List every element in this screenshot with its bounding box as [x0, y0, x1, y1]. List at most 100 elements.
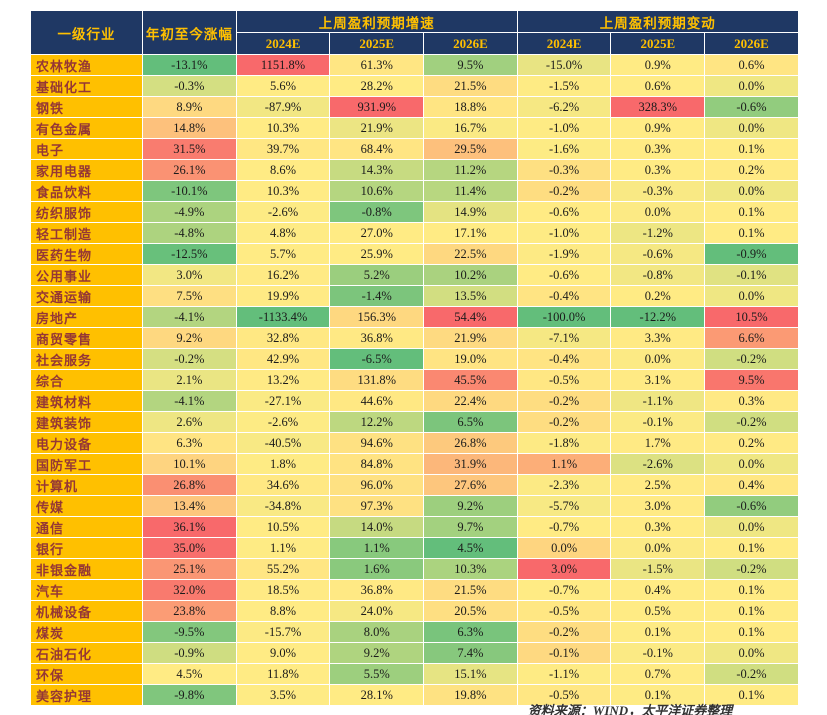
value-cell: 39.7%	[235, 138, 331, 160]
header-year-change-2026e: 2026E	[704, 32, 799, 55]
value-cell: -6.5%	[329, 348, 425, 370]
industry-name-cell: 综合	[30, 369, 143, 391]
table-row: 建筑材料 -4.1% -27.1% 44.6% 22.4% -0.2% -1.1% 0.3%	[30, 390, 799, 412]
table-row: 非银金融 25.1% 55.2% 1.6% 10.3% 3.0% -1.5% -0.2%	[30, 558, 799, 580]
value-cell: 19.9%	[235, 285, 331, 307]
value-cell: 3.0%	[142, 264, 237, 286]
value-cell: 0.2%	[704, 159, 799, 181]
industry-name-cell: 环保	[30, 663, 143, 685]
value-cell: -0.9%	[704, 243, 799, 265]
table-row: 家用电器 26.1% 8.6% 14.3% 11.2% -0.3% 0.3% 0.2%	[30, 159, 799, 181]
industry-name-cell: 农林牧渔	[30, 54, 143, 76]
value-cell: 1.8%	[235, 453, 331, 475]
value-cell: -12.2%	[610, 306, 706, 328]
value-cell: 26.8%	[142, 474, 237, 496]
value-cell: 5.2%	[329, 264, 425, 286]
table-row: 美容护理 -9.8% 3.5% 28.1% 19.8% -0.5% 0.1% 0.1%	[30, 684, 799, 706]
value-cell: 3.1%	[610, 369, 706, 391]
value-cell: 14.3%	[329, 159, 425, 181]
value-cell: 3.5%	[235, 684, 331, 706]
value-cell: -0.3%	[142, 75, 237, 97]
value-cell: 21.9%	[329, 117, 425, 139]
value-cell: -0.1%	[704, 264, 799, 286]
value-cell: 0.1%	[610, 621, 706, 643]
value-cell: -2.6%	[235, 411, 331, 433]
value-cell: 0.0%	[704, 180, 799, 202]
value-cell: 0.7%	[610, 663, 706, 685]
value-cell: 22.4%	[423, 390, 518, 412]
value-cell: 27.6%	[423, 474, 518, 496]
value-cell: -1.1%	[610, 390, 706, 412]
value-cell: 0.1%	[610, 684, 706, 706]
value-cell: 14.8%	[142, 117, 237, 139]
value-cell: -2.3%	[516, 474, 612, 496]
table-row: 公用事业 3.0% 16.2% 5.2% 10.2% -0.6% -0.8% -0.1%	[30, 264, 799, 286]
industry-name-cell: 石油石化	[30, 642, 143, 664]
value-cell: -0.1%	[516, 642, 612, 664]
value-cell: 0.3%	[704, 390, 799, 412]
industry-name-cell: 计算机	[30, 474, 143, 496]
value-cell: -12.5%	[142, 243, 237, 265]
value-cell: 8.6%	[235, 159, 331, 181]
value-cell: -0.6%	[704, 96, 799, 118]
industry-name-cell: 汽车	[30, 579, 143, 601]
value-cell: 9.5%	[704, 369, 799, 391]
value-cell: 34.6%	[235, 474, 331, 496]
table-row: 基础化工 -0.3% 5.6% 28.2% 21.5% -1.5% 0.6% 0.0%	[30, 75, 799, 97]
value-cell: 131.8%	[329, 369, 425, 391]
industry-name-cell: 轻工制造	[30, 222, 143, 244]
value-cell: -0.3%	[610, 180, 706, 202]
value-cell: 328.3%	[610, 96, 706, 118]
table-row: 石油石化 -0.9% 9.0% 9.2% 7.4% -0.1% -0.1% 0.0%	[30, 642, 799, 664]
value-cell: -87.9%	[235, 96, 331, 118]
value-cell: -9.8%	[142, 684, 237, 706]
table-row: 医药生物 -12.5% 5.7% 25.9% 22.5% -1.9% -0.6% -0.9%	[30, 243, 799, 265]
value-cell: 0.4%	[610, 579, 706, 601]
value-cell: -1.4%	[329, 285, 425, 307]
value-cell: 17.1%	[423, 222, 518, 244]
industry-name-cell: 银行	[30, 537, 143, 559]
table-row: 交通运输 7.5% 19.9% -1.4% 13.5% -0.4% 0.2% 0.0%	[30, 285, 799, 307]
industry-name-cell: 美容护理	[30, 684, 143, 706]
table-row: 建筑装饰 2.6% -2.6% 12.2% 6.5% -0.2% -0.1% -0.2%	[30, 411, 799, 433]
value-cell: -0.2%	[516, 180, 612, 202]
table-header: 一级行业 年初至今涨幅 上周盈利预期增速 上周盈利预期变动 2024E 2025…	[30, 10, 799, 55]
value-cell: 25.1%	[142, 558, 237, 580]
value-cell: 26.8%	[423, 432, 518, 454]
industry-name-cell: 医药生物	[30, 243, 143, 265]
value-cell: 0.6%	[610, 75, 706, 97]
value-cell: 13.2%	[235, 369, 331, 391]
header-change-group: 上周盈利预期变动	[516, 10, 799, 33]
value-cell: 0.3%	[610, 159, 706, 181]
value-cell: -0.4%	[516, 285, 612, 307]
header-growth-group: 上周盈利预期增速	[235, 10, 518, 33]
value-cell: 0.5%	[610, 600, 706, 622]
value-cell: 9.2%	[423, 495, 518, 517]
header-year-change-2024e: 2024E	[516, 32, 612, 55]
value-cell: -2.6%	[235, 201, 331, 223]
industry-name-cell: 社会服务	[30, 348, 143, 370]
value-cell: 36.8%	[329, 327, 425, 349]
value-cell: -0.5%	[516, 600, 612, 622]
header-year-growth-2025e: 2025E	[329, 32, 425, 55]
value-cell: 0.1%	[704, 579, 799, 601]
value-cell: 0.0%	[704, 75, 799, 97]
value-cell: -0.6%	[516, 264, 612, 286]
value-cell: 18.5%	[235, 579, 331, 601]
table-row: 机械设备 23.8% 8.8% 24.0% 20.5% -0.5% 0.5% 0.1%	[30, 600, 799, 622]
value-cell: 15.1%	[423, 663, 518, 685]
value-cell: 24.0%	[329, 600, 425, 622]
value-cell: 1.7%	[610, 432, 706, 454]
header-ytd-change: 年初至今涨幅	[142, 10, 237, 55]
value-cell: -6.2%	[516, 96, 612, 118]
value-cell: 0.3%	[610, 138, 706, 160]
industry-name-cell: 商贸零售	[30, 327, 143, 349]
value-cell: 8.0%	[329, 621, 425, 643]
value-cell: -0.4%	[516, 348, 612, 370]
value-cell: 0.9%	[610, 54, 706, 76]
industry-earnings-forecast-table: 一级行业 年初至今涨幅 上周盈利预期增速 上周盈利预期变动 2024E 2025…	[30, 10, 799, 706]
value-cell: 6.5%	[423, 411, 518, 433]
value-cell: 4.8%	[235, 222, 331, 244]
value-cell: 2.5%	[610, 474, 706, 496]
